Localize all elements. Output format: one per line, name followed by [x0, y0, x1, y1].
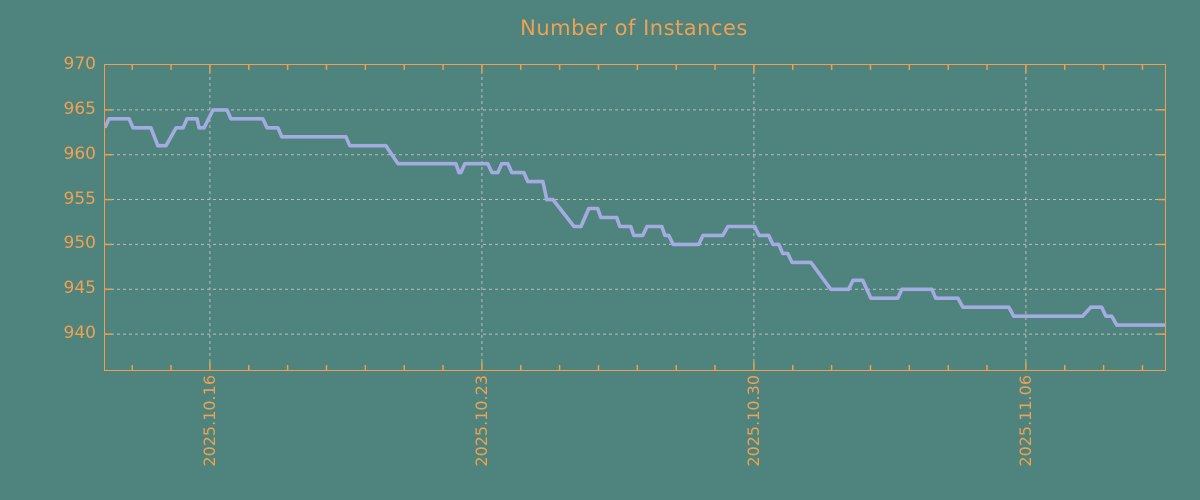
plot-area	[104, 64, 1166, 371]
y-axis-label: 950	[63, 233, 96, 254]
chart-canvas	[105, 65, 1165, 370]
chart-title: Number of Instances	[520, 16, 748, 40]
y-axis-label: 965	[63, 98, 96, 119]
x-axis-date-label: 2025.10.30	[743, 375, 763, 467]
y-axis-label: 970	[63, 54, 96, 74]
data-line-instances	[105, 108, 1165, 327]
x-axis-date-label: 2025.11.06	[1015, 375, 1035, 467]
y-axis-label: 940	[63, 323, 96, 344]
y-axis-label: 960	[63, 143, 96, 164]
y-axis-label: 945	[63, 278, 96, 299]
x-axis-date-label: 2025.10.23	[471, 375, 491, 467]
x-axis-date-label: 2025.10.16	[199, 375, 219, 467]
y-axis-label: 955	[63, 188, 96, 209]
